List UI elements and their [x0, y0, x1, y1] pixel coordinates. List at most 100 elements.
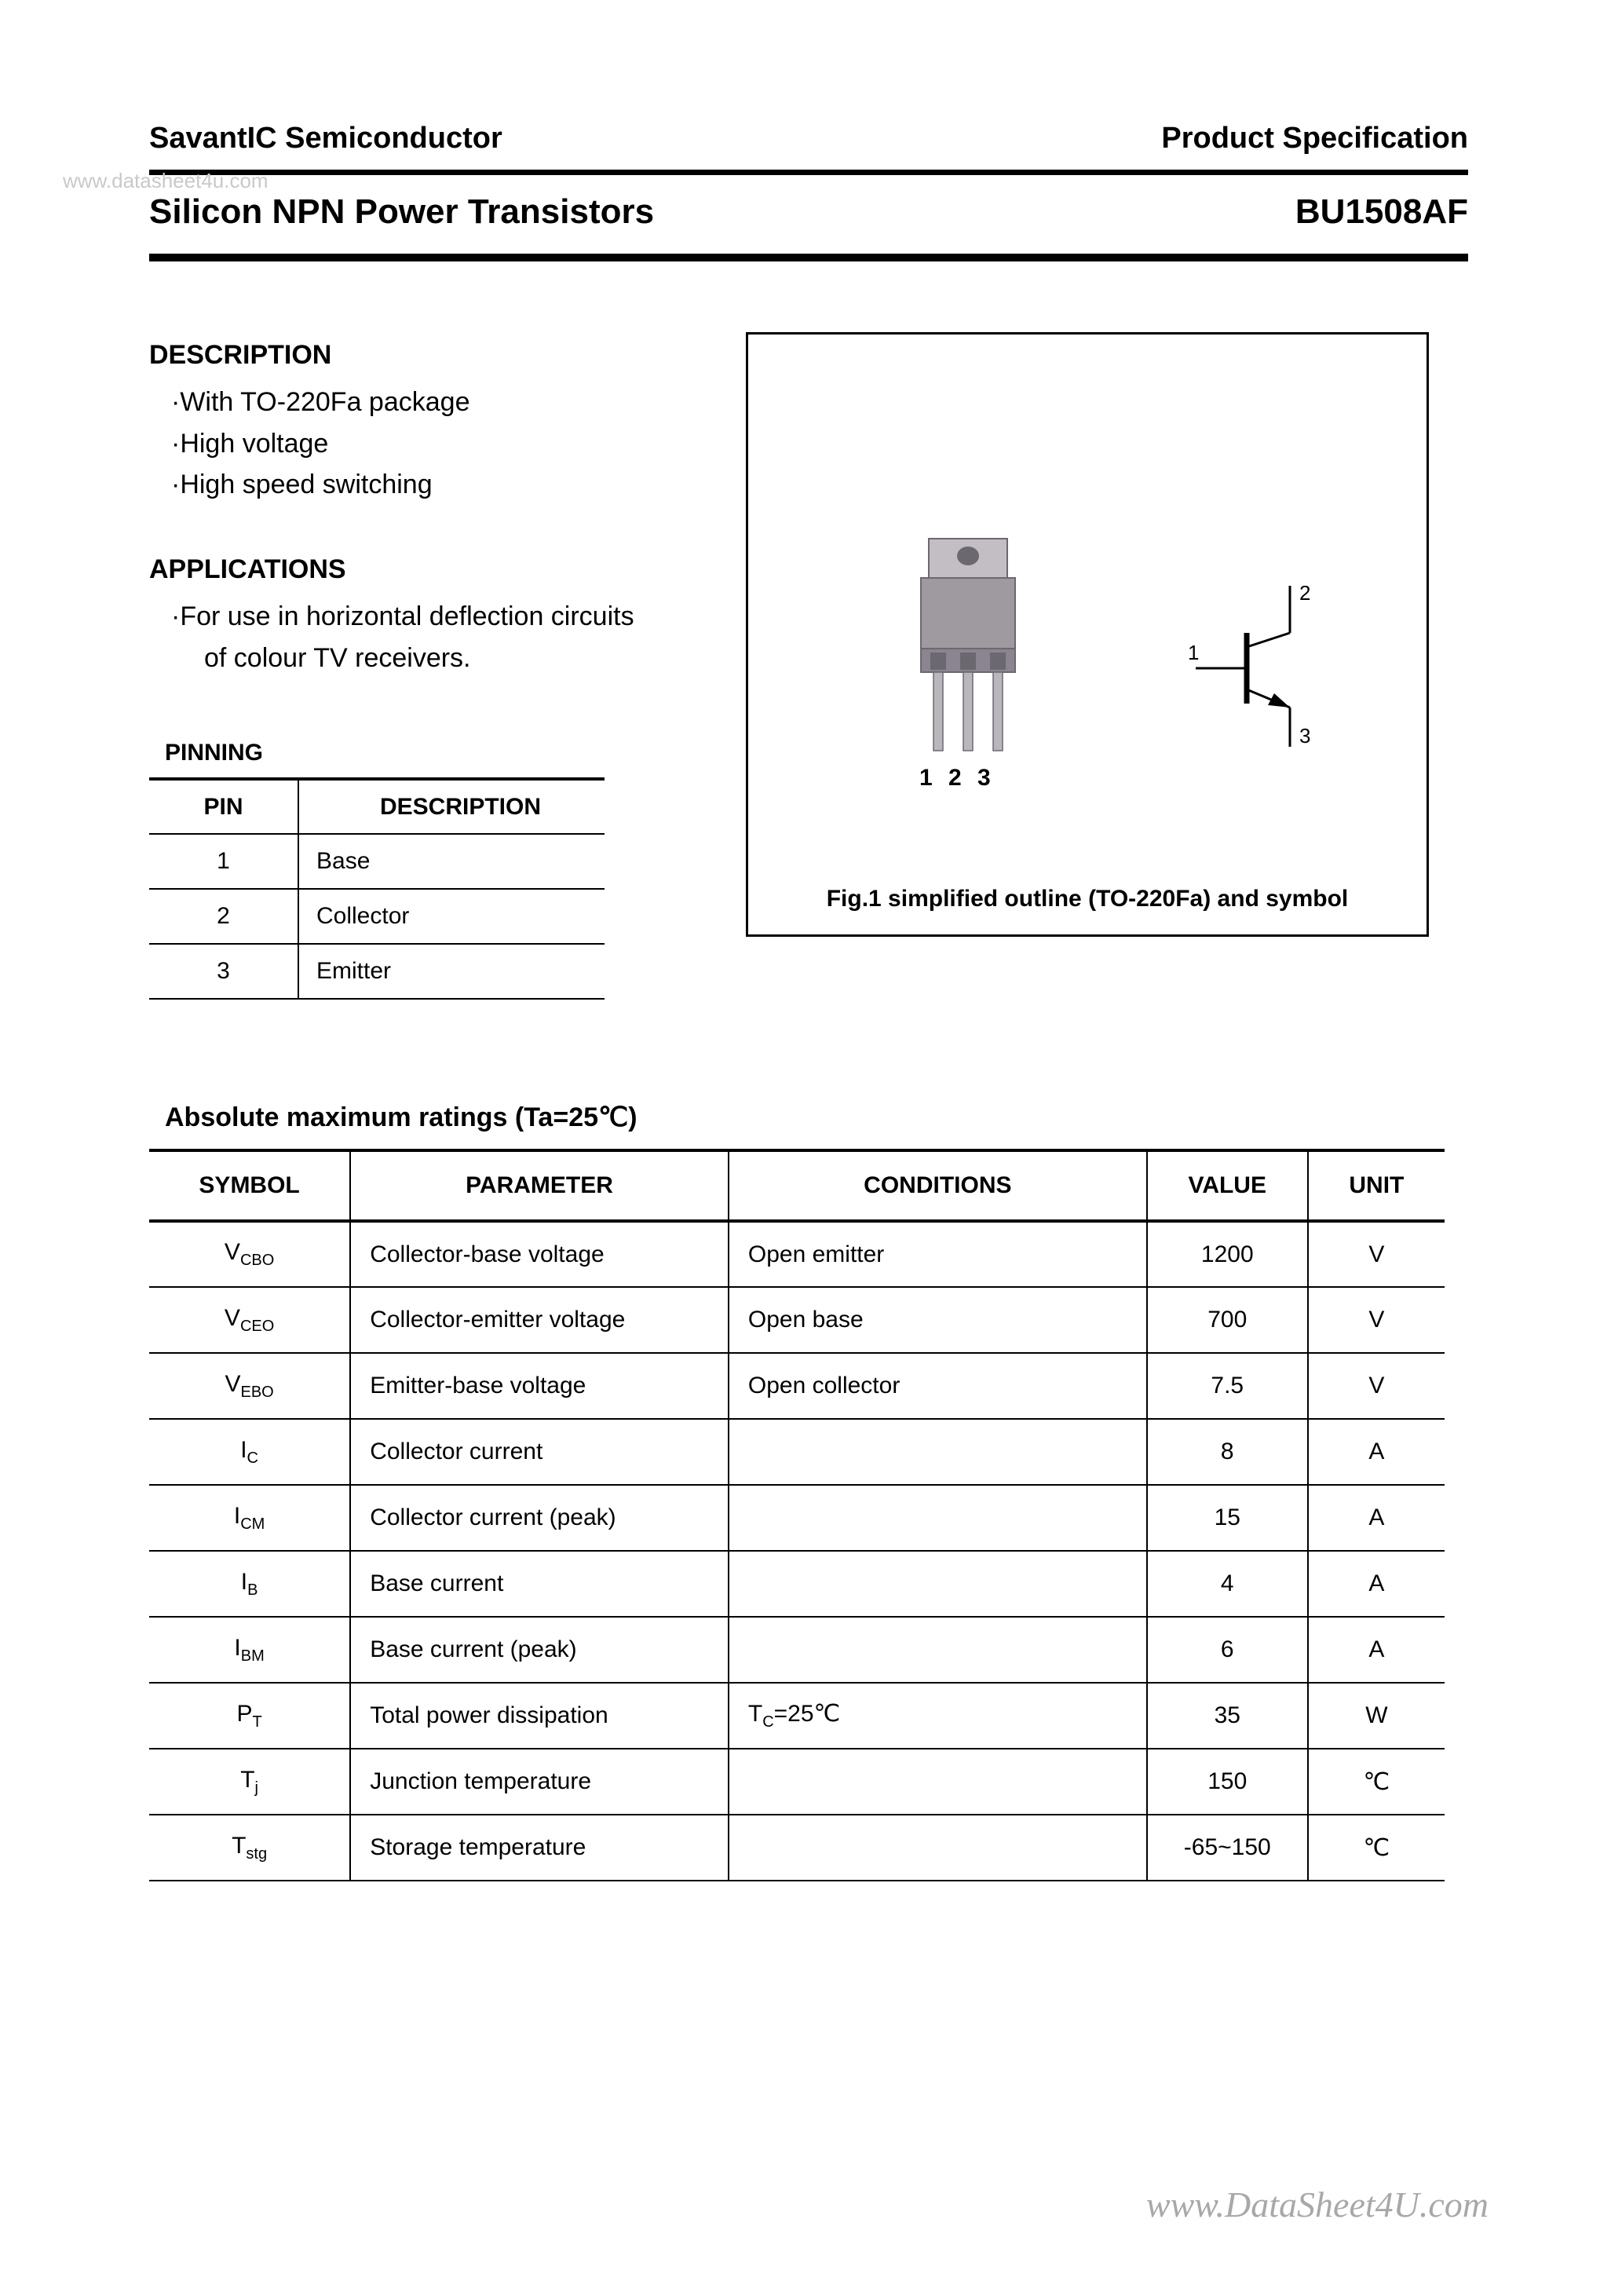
- symbol-cell: Tj: [149, 1749, 350, 1815]
- doc-type: Product Specification: [1161, 122, 1468, 155]
- unit-cell: ℃: [1308, 1749, 1445, 1815]
- parameter-cell: Junction temperature: [350, 1749, 729, 1815]
- table-header-row: SYMBOL PARAMETER CONDITIONS VALUE UNIT: [149, 1150, 1445, 1221]
- pinning-section: PINNING PIN DESCRIPTION 1 Base: [149, 740, 746, 1000]
- pin-header: PIN: [149, 779, 298, 834]
- parameter-cell: Collector current: [350, 1419, 729, 1485]
- symbol-pin-base: 1: [1188, 641, 1199, 664]
- description-heading: DESCRIPTION: [149, 340, 746, 371]
- conditions-cell: [729, 1551, 1147, 1617]
- symbol-cell: IB: [149, 1551, 350, 1617]
- ratings-section: Absolute maximum ratings (Ta=25℃) SYMBOL…: [149, 1102, 1468, 1881]
- table-row: ICCollector current8A: [149, 1419, 1445, 1485]
- pinning-table: PIN DESCRIPTION 1 Base 2 Collector: [149, 777, 605, 1000]
- conditions-cell: [729, 1617, 1147, 1683]
- col-parameter: PARAMETER: [350, 1150, 729, 1221]
- figure-box: 1 2 3 2 1 3 Fig.1 simplified outline (TO…: [746, 332, 1429, 937]
- unit-cell: A: [1308, 1617, 1445, 1683]
- datasheet-page: SavantIC Semiconductor Product Specifica…: [149, 122, 1468, 1881]
- table-row: VCEOCollector-emitter voltageOpen base70…: [149, 1287, 1445, 1353]
- symbol-cell: IC: [149, 1419, 350, 1485]
- parameter-cell: Collector-emitter voltage: [350, 1287, 729, 1353]
- pin-cell: 2: [149, 889, 298, 944]
- parameter-cell: Total power dissipation: [350, 1683, 729, 1749]
- pin-desc-cell: Base: [298, 834, 605, 889]
- value-cell: 6: [1147, 1617, 1308, 1683]
- pinning-heading: PINNING: [149, 740, 746, 766]
- table-row: TstgStorage temperature -65~150℃: [149, 1815, 1445, 1881]
- table-header-row: PIN DESCRIPTION: [149, 779, 605, 834]
- table-row: VEBOEmitter-base voltageOpen collector7.…: [149, 1353, 1445, 1419]
- pin-desc-cell: Emitter: [298, 944, 605, 999]
- right-column: 1 2 3 2 1 3 Fig.1 simplified outline (TO…: [746, 340, 1452, 1000]
- header-rule: [149, 170, 1468, 175]
- transistor-symbol-icon: 2 1 3: [1188, 586, 1329, 751]
- header-row: SavantIC Semiconductor Product Specifica…: [149, 122, 1468, 170]
- pin-cell: 1: [149, 834, 298, 889]
- unit-cell: V: [1308, 1287, 1445, 1353]
- title-row: Silicon NPN Power Transistors BU1508AF: [149, 175, 1468, 254]
- conditions-cell: [729, 1815, 1147, 1881]
- symbol-cell: ICM: [149, 1485, 350, 1551]
- value-cell: 1200: [1147, 1221, 1308, 1287]
- pin-desc-cell: Collector: [298, 889, 605, 944]
- ratings-tbody: VCBOCollector-base voltageOpen emitter12…: [149, 1221, 1445, 1881]
- unit-cell: ℃: [1308, 1815, 1445, 1881]
- parameter-cell: Emitter-base voltage: [350, 1353, 729, 1419]
- description-bullet: ·High voltage: [149, 423, 746, 465]
- unit-cell: W: [1308, 1683, 1445, 1749]
- unit-cell: A: [1308, 1485, 1445, 1551]
- table-row: VCBOCollector-base voltageOpen emitter12…: [149, 1221, 1445, 1287]
- product-subtitle: Silicon NPN Power Transistors: [149, 192, 654, 232]
- ratings-heading: Absolute maximum ratings (Ta=25℃): [149, 1102, 1468, 1133]
- table-row: 1 Base: [149, 834, 605, 889]
- value-cell: -65~150: [1147, 1815, 1308, 1881]
- value-cell: 8: [1147, 1419, 1308, 1485]
- pin-cell: 3: [149, 944, 298, 999]
- content-area: www.datasheet4u.com DESCRIPTION ·With TO…: [149, 340, 1468, 1000]
- symbol-cell: IBM: [149, 1617, 350, 1683]
- unit-cell: V: [1308, 1353, 1445, 1419]
- value-cell: 4: [1147, 1551, 1308, 1617]
- parameter-cell: Collector-base voltage: [350, 1221, 729, 1287]
- symbol-cell: VCEO: [149, 1287, 350, 1353]
- footer-watermark: www.DataSheet4U.com: [1146, 2184, 1489, 2225]
- table-row: 2 Collector: [149, 889, 605, 944]
- conditions-cell: [729, 1419, 1147, 1485]
- symbol-cell: Tstg: [149, 1815, 350, 1881]
- table-row: PTTotal power dissipationTC=25℃35W: [149, 1683, 1445, 1749]
- unit-cell: V: [1308, 1221, 1445, 1287]
- applications-heading: APPLICATIONS: [149, 554, 746, 585]
- part-number: BU1508AF: [1295, 192, 1468, 232]
- conditions-cell: [729, 1485, 1147, 1551]
- col-symbol: SYMBOL: [149, 1150, 350, 1221]
- parameter-cell: Storage temperature: [350, 1815, 729, 1881]
- conditions-cell: Open collector: [729, 1353, 1147, 1419]
- value-cell: 35: [1147, 1683, 1308, 1749]
- value-cell: 700: [1147, 1287, 1308, 1353]
- symbol-cell: VEBO: [149, 1353, 350, 1419]
- description-bullet: ·With TO-220Fa package: [149, 382, 746, 423]
- figure-caption: Fig.1 simplified outline (TO-220Fa) and …: [748, 886, 1427, 912]
- watermark-text: www.datasheet4u.com: [63, 169, 269, 193]
- unit-cell: A: [1308, 1551, 1445, 1617]
- table-row: 3 Emitter: [149, 944, 605, 999]
- description-section: DESCRIPTION ·With TO-220Fa package ·High…: [149, 340, 746, 506]
- table-row: ICMCollector current (peak)15A: [149, 1485, 1445, 1551]
- symbol-pin-emitter: 3: [1299, 724, 1310, 748]
- package-pin-labels: 1 2 3: [919, 765, 995, 792]
- parameter-cell: Collector current (peak): [350, 1485, 729, 1551]
- desc-header: DESCRIPTION: [298, 779, 605, 834]
- symbol-pin-collector: 2: [1299, 586, 1310, 605]
- symbol-cell: PT: [149, 1683, 350, 1749]
- table-row: IBMBase current (peak)6A: [149, 1617, 1445, 1683]
- applications-line: ·For use in horizontal deflection circui…: [149, 596, 746, 638]
- company-name: SavantIC Semiconductor: [149, 122, 502, 155]
- value-cell: 150: [1147, 1749, 1308, 1815]
- left-column: www.datasheet4u.com DESCRIPTION ·With TO…: [149, 340, 746, 1000]
- symbol-cell: VCBO: [149, 1221, 350, 1287]
- title-rule: [149, 254, 1468, 261]
- table-row: TjJunction temperature 150℃: [149, 1749, 1445, 1815]
- package-icon: [905, 531, 1031, 766]
- value-cell: 7.5: [1147, 1353, 1308, 1419]
